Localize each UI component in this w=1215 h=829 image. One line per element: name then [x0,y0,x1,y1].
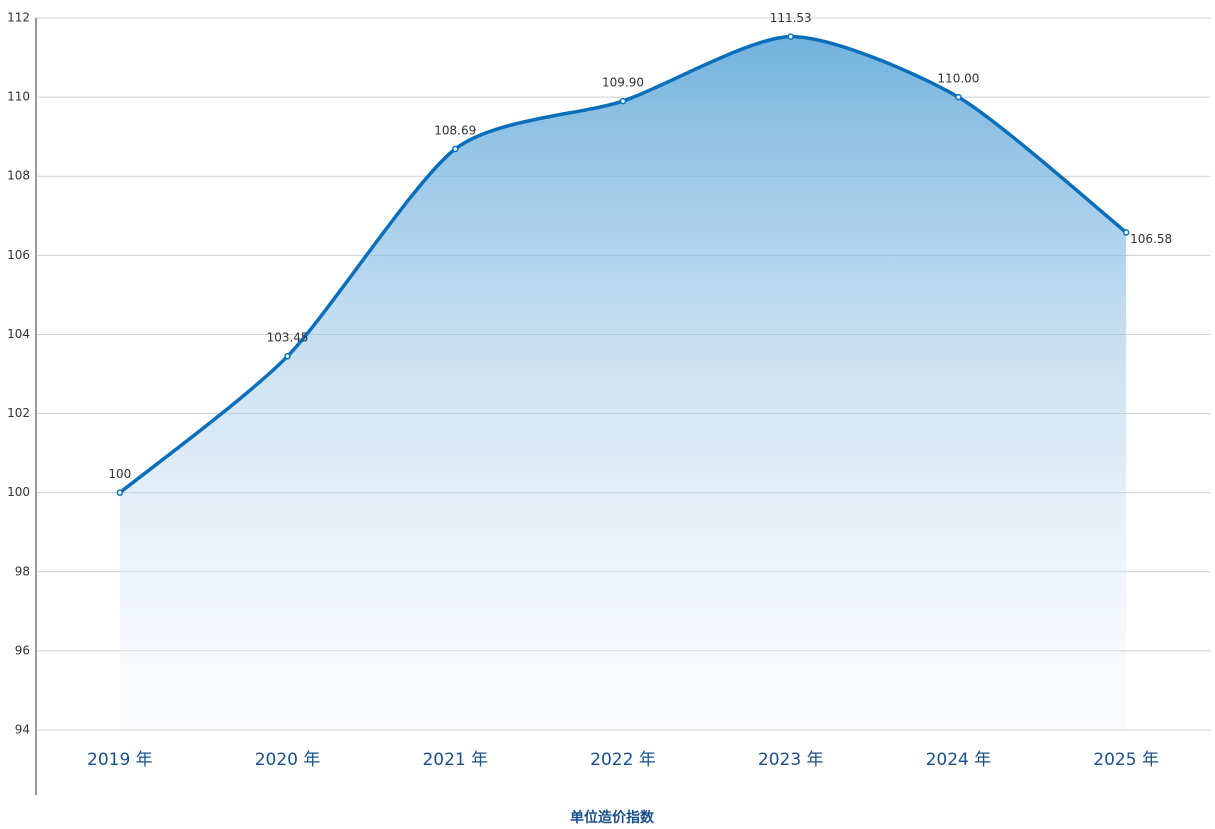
x-tick-label: 2022 年 [590,750,656,770]
value-label: 100 [108,467,131,481]
value-label: 103.45 [267,331,309,345]
point [619,97,627,105]
y-tick-label: 108 [7,169,30,183]
x-axis-title: 单位造价指数 [570,809,655,826]
point [1122,229,1130,236]
value-label: 111.53 [770,11,812,25]
value-label: 109.90 [602,76,644,90]
point [116,489,124,496]
x-tick-label: 2019 年 [87,750,153,770]
x-tick-label: 2021 年 [422,750,488,770]
y-tick-label: 112 [7,11,30,25]
y-tick-label: 110 [7,90,30,104]
y-tick-label: 102 [7,406,30,420]
value-label: 110.00 [937,72,979,86]
point [955,93,962,101]
x-tick-label: 2020 年 [255,750,321,770]
value-label: 106.58 [1130,232,1172,246]
value-label: 108.69 [434,123,476,137]
y-tick-label: 98 [15,564,30,578]
x-tick-label: 2023 年 [758,750,824,770]
x-tick-label: 2025 年 [1093,750,1159,770]
y-tick-label: 94 [15,723,30,737]
point [452,145,459,153]
area [119,36,1127,730]
x-tick-label: 2024 年 [926,750,992,770]
point [284,352,291,360]
y-tick-label: 106 [7,248,30,262]
y-tick-label: 100 [7,485,30,499]
y-tick-label: 104 [7,327,30,341]
point [787,33,794,40]
y-tick-label: 96 [15,643,30,657]
